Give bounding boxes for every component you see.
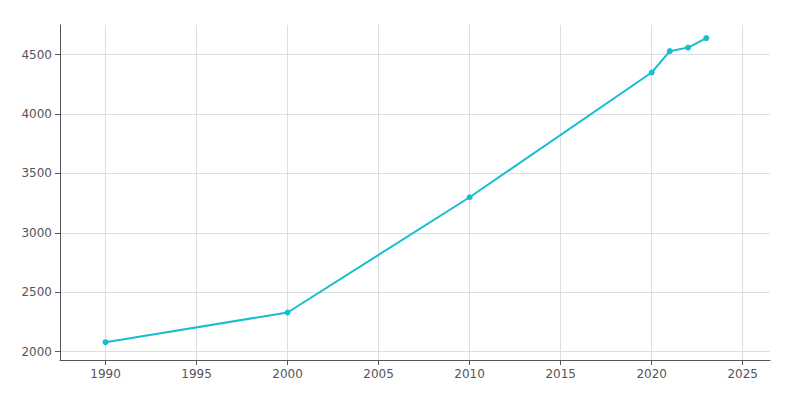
svg-text:2025: 2025 (727, 367, 758, 381)
svg-text:3500: 3500 (21, 166, 52, 180)
svg-text:1995: 1995 (181, 367, 212, 381)
svg-text:3000: 3000 (21, 226, 52, 240)
svg-text:1990: 1990 (90, 367, 121, 381)
svg-text:2015: 2015 (545, 367, 576, 381)
svg-text:2000: 2000 (21, 345, 52, 359)
svg-text:2005: 2005 (363, 367, 394, 381)
svg-text:2010: 2010 (454, 367, 485, 381)
svg-text:2000: 2000 (272, 367, 303, 381)
svg-text:4000: 4000 (21, 107, 52, 121)
svg-text:2020: 2020 (636, 367, 667, 381)
svg-text:4500: 4500 (21, 48, 52, 62)
svg-text:2500: 2500 (21, 285, 52, 299)
